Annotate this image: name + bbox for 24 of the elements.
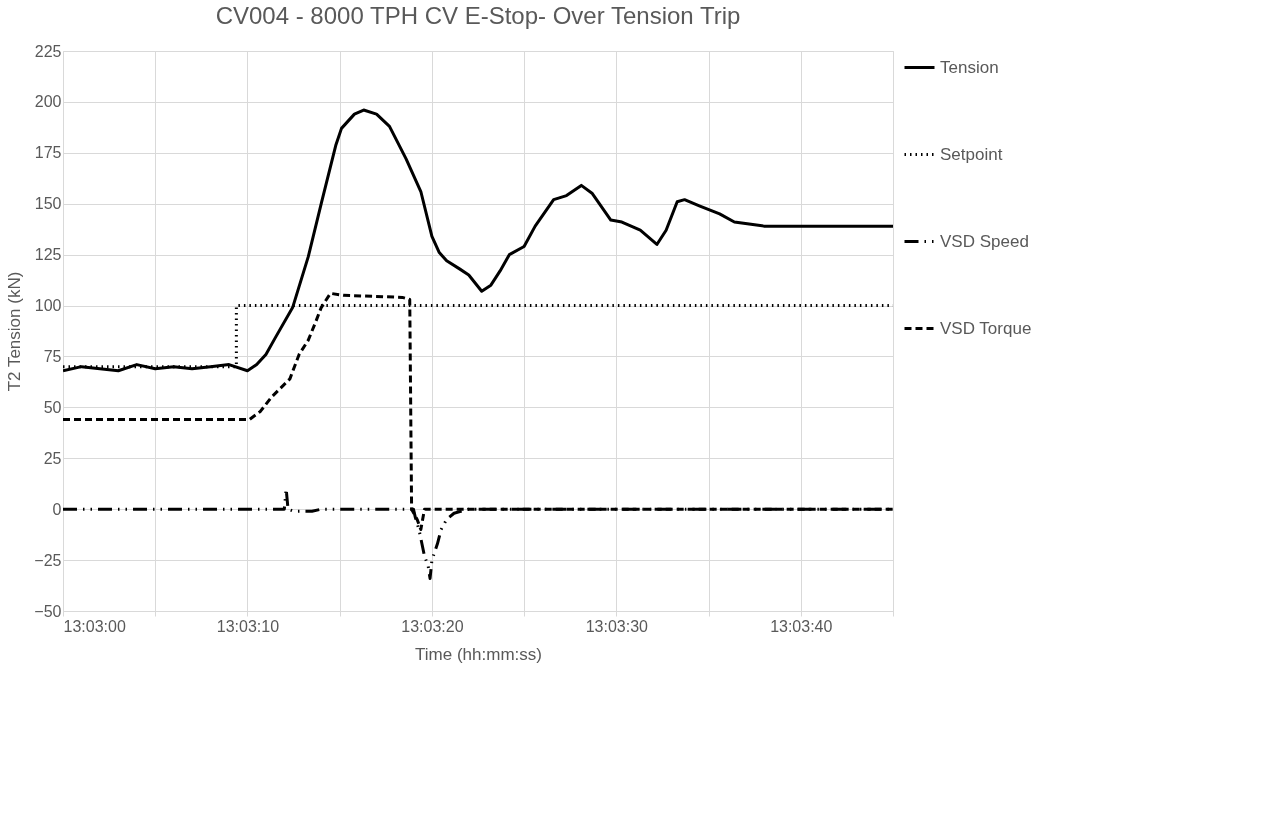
y-tick-label: 25	[43, 449, 62, 467]
y-tick-label: 175	[34, 144, 62, 162]
x-tick-label: 13:03:30	[585, 617, 649, 635]
y-tick-label: 150	[34, 195, 62, 213]
legend-label: VSD Torque	[940, 318, 1032, 338]
legend-label: VSD Speed	[940, 231, 1029, 251]
y-tick-label: −50	[34, 602, 62, 620]
y-tick-label: 225	[34, 42, 62, 60]
y-tick-label: 125	[34, 246, 62, 264]
legend-label: Setpoint	[940, 144, 1003, 164]
y-tick-label: 75	[43, 347, 62, 365]
x-tick-label: 13:03:10	[216, 617, 280, 635]
x-tick-label: 13:03:40	[770, 617, 833, 635]
chart-title: CV004 - 8000 TPH CV E-Stop- Over Tension Trip	[215, 2, 741, 29]
x-tick-label: 13:03:00	[63, 617, 126, 635]
y-tick-label: 50	[43, 398, 62, 416]
y-axis-title: T2 Tension (kN)	[5, 271, 25, 392]
x-tick-label: 13:03:20	[401, 617, 464, 635]
y-tick-label: −25	[34, 551, 62, 569]
y-tick-label: 0	[52, 500, 62, 518]
y-tick-label: 100	[34, 297, 62, 315]
y-tick-label: 200	[34, 93, 62, 111]
legend-label: Tension	[940, 57, 999, 77]
x-axis-title: Time (hh:mm:ss)	[415, 644, 542, 664]
